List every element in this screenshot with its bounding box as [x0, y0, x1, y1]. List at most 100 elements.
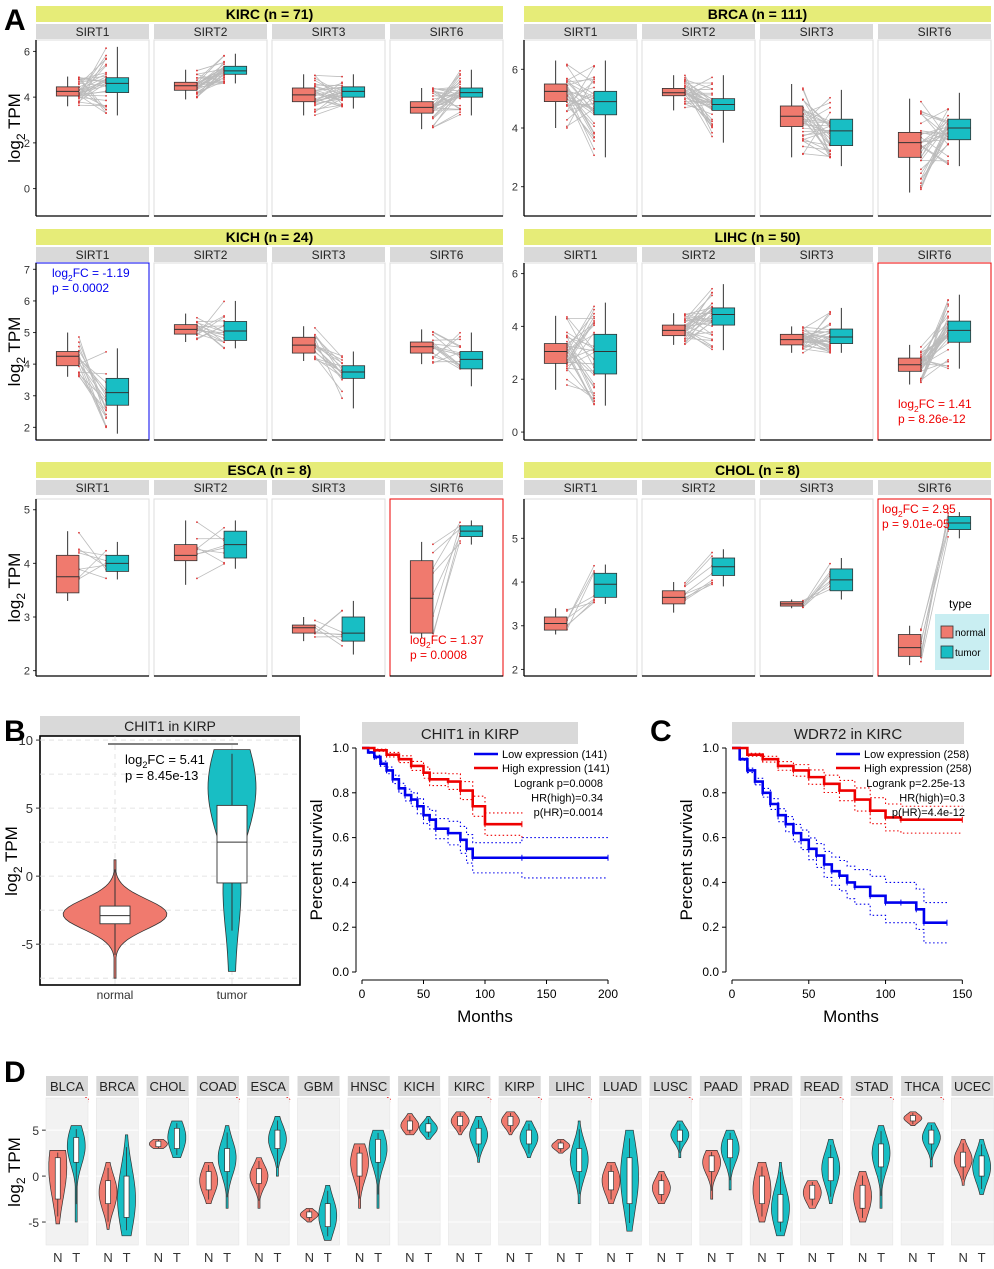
pair-point: [459, 86, 461, 88]
pair-point: [341, 98, 343, 100]
survival-title-strip: [362, 722, 578, 744]
facet-panel: [877, 39, 992, 217]
pair-point: [711, 294, 713, 297]
pair-point: [711, 120, 713, 123]
pair-point: [566, 127, 568, 129]
y-tick-label: 0.8: [702, 786, 719, 800]
pair-point: [78, 373, 80, 375]
pair-line: [684, 573, 713, 594]
annotation-p-value: p = 8.45e-13: [125, 768, 198, 783]
pair-line: [78, 342, 107, 409]
pair-point: [314, 77, 316, 80]
cancer-header-bg: [36, 229, 503, 245]
pair-point: [566, 118, 568, 121]
tumor-box: [105, 77, 130, 93]
pair-point: [711, 348, 713, 351]
pair-point: [566, 384, 568, 386]
pair-point: [78, 341, 80, 344]
pair-point: [711, 76, 713, 79]
facet-panel: [649, 1097, 692, 1246]
pair-line: [684, 89, 713, 103]
facet-strip-label: SIRT6: [918, 248, 952, 262]
x-tick-label: T: [726, 1250, 734, 1265]
pair-point: [566, 365, 568, 368]
pair-point: [947, 360, 949, 363]
facet-panel: [271, 262, 386, 441]
pair-point: [711, 331, 713, 333]
pair-point: [920, 353, 922, 356]
y-tick-label: 6: [512, 64, 518, 76]
pair-point: [829, 150, 831, 152]
normal-box: [409, 341, 434, 354]
pair-point: [829, 324, 831, 326]
pair-point: [341, 104, 343, 107]
pair-point: [920, 159, 922, 162]
facet-strip-label: SIRT1: [76, 248, 110, 262]
pair-line: [920, 112, 949, 145]
pair-point: [566, 367, 568, 370]
normal-box: [256, 1168, 262, 1184]
pair-line: [684, 314, 713, 335]
survival-statistic: Logrank p=2.25e-13: [866, 778, 965, 790]
facet-strip: [46, 1076, 88, 1096]
facet-strip-label: SIRT3: [800, 248, 834, 262]
pair-point: [593, 122, 595, 125]
pair-point: [78, 83, 80, 86]
pair-line: [78, 351, 107, 365]
normal-box: [173, 81, 198, 91]
pair-point: [711, 124, 713, 127]
facet-strip-label: UCEC: [954, 1079, 991, 1094]
pair-line: [432, 346, 461, 368]
pair-point: [566, 80, 568, 83]
tumor-box: [459, 351, 484, 370]
x-tick-label: N: [958, 1250, 967, 1265]
pair-line: [684, 79, 713, 90]
pair-point: [78, 97, 80, 100]
pair-line: [920, 108, 949, 124]
pair-point: [566, 334, 568, 337]
pair-point: [802, 98, 804, 101]
pair-line: [314, 343, 343, 368]
panel-letter-b: B: [4, 715, 26, 748]
low-expression-ci: [732, 747, 947, 944]
annotation-log2fc: log2FC = -1.19: [52, 266, 130, 283]
facet-panel: [153, 262, 268, 441]
pair-point: [947, 162, 949, 164]
x-tick-label: 0: [729, 987, 736, 1001]
pair-point: [920, 112, 922, 115]
facet-strip: [36, 247, 149, 262]
y-tick-label: 10: [19, 733, 33, 748]
annotation-log2fc: log2FC = 5.41: [125, 752, 205, 770]
pair-point: [105, 71, 107, 74]
pair-point: [593, 320, 595, 322]
pair-line: [432, 352, 461, 364]
cancer-header-bg: [524, 462, 991, 478]
pair-point: [196, 321, 198, 324]
pair-point: [947, 114, 949, 117]
tumor-box: [626, 1157, 633, 1205]
survival-statistic: HR(high)=0.34: [531, 793, 603, 805]
pair-line: [78, 362, 107, 400]
pair-point: [920, 351, 922, 354]
pair-line: [196, 63, 225, 85]
x-tick-label: T: [223, 1250, 231, 1265]
pair-point: [566, 610, 568, 612]
pair-line: [684, 295, 713, 323]
facet-strip: [146, 1076, 189, 1096]
pair-point: [711, 118, 713, 121]
low-expression-curve: [732, 746, 947, 925]
y-tick-label: 6: [24, 296, 30, 308]
pair-point: [341, 356, 343, 359]
pair-line: [566, 64, 595, 84]
pair-point: [829, 344, 831, 347]
pair-line: [566, 572, 595, 630]
pair-line: [432, 522, 461, 569]
pair-point: [196, 79, 198, 82]
pair-point: [566, 105, 568, 107]
pair-line: [78, 75, 107, 80]
tumor-box: [173, 1127, 180, 1149]
pair-point: [196, 337, 198, 340]
facet-strip: [390, 24, 503, 39]
pair-point: [593, 382, 595, 385]
pair-point: [314, 355, 316, 358]
